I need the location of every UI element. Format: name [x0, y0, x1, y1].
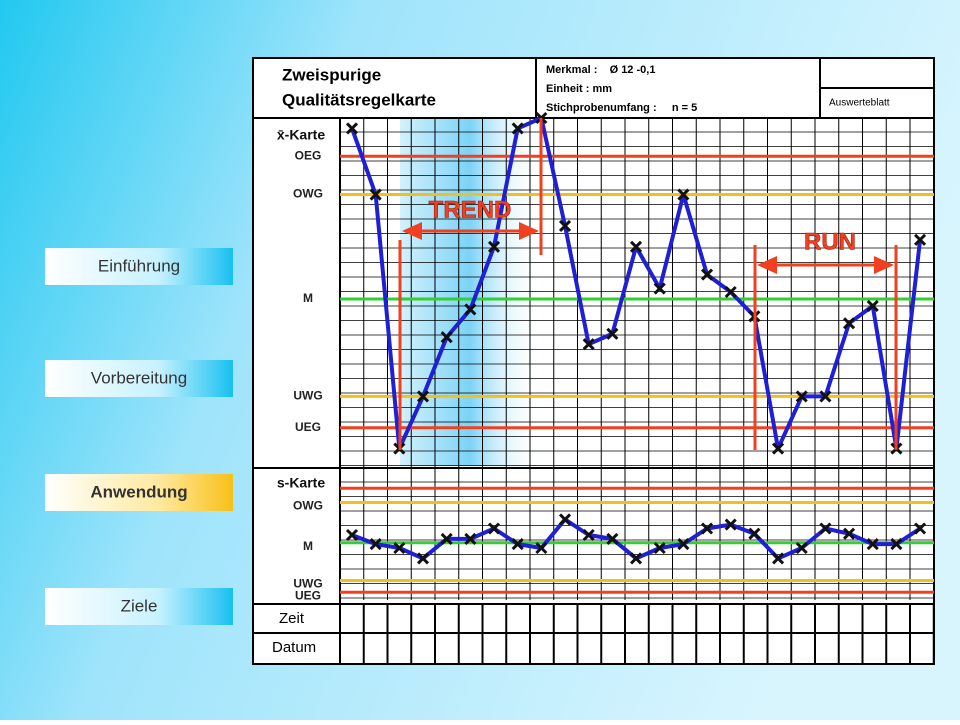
point — [345, 122, 359, 135]
point — [511, 122, 524, 135]
point — [795, 541, 808, 555]
form — [252, 57, 935, 665]
nav-button-bg — [45, 588, 233, 625]
point — [748, 527, 761, 540]
arrow-head — [402, 222, 422, 240]
point — [653, 541, 666, 555]
limit-label: OEG — [295, 148, 322, 162]
point — [511, 538, 524, 551]
point — [487, 522, 501, 535]
nav-button-bg — [45, 474, 233, 511]
nav-label: Anwendung — [90, 482, 187, 501]
limit-label: UWG — [293, 389, 322, 403]
point — [677, 538, 690, 551]
point — [464, 532, 477, 545]
sheet: Auswerteblatt — [829, 98, 890, 109]
nav-label: Einführung — [98, 256, 180, 275]
point — [677, 188, 690, 201]
annotation: RUN — [804, 228, 856, 255]
annotation: TREND — [429, 196, 512, 223]
point — [866, 538, 879, 551]
row-label: Zeit — [279, 610, 305, 627]
nav-button[interactable]: Einführung — [45, 248, 233, 285]
point — [464, 303, 477, 316]
point — [369, 188, 382, 201]
point — [843, 527, 856, 540]
point — [866, 299, 879, 312]
point — [416, 390, 430, 403]
point — [914, 522, 927, 535]
point — [843, 317, 856, 330]
title-line: Zweispurige — [282, 65, 381, 84]
header: Zweispurige Qualitätsregelkarte Merkmal … — [253, 58, 934, 664]
point — [369, 538, 382, 551]
point — [629, 552, 643, 565]
point — [819, 522, 832, 535]
point — [914, 233, 927, 246]
point — [487, 240, 501, 253]
plot: x̄-KarteOEGOWGMUWGUEGTRENDRUNs-KarteOWGM… — [277, 111, 934, 602]
point — [606, 532, 619, 545]
nav-label: Ziele — [121, 596, 158, 615]
point — [724, 285, 737, 299]
nav-button-bg — [45, 360, 233, 397]
nav-button-bg — [45, 248, 233, 285]
arrow-head — [757, 256, 777, 274]
point — [606, 327, 619, 340]
point — [582, 338, 595, 351]
point — [345, 528, 359, 542]
point — [890, 538, 903, 551]
point — [771, 442, 785, 455]
row-label: Datum — [272, 639, 316, 656]
point — [393, 541, 406, 555]
point — [535, 541, 548, 555]
limit-label: UWG — [293, 577, 322, 591]
point — [416, 552, 430, 565]
nav: Einführung Vorbereitung Anwendung Ziele — [45, 248, 233, 625]
point — [653, 282, 666, 295]
point — [629, 240, 643, 253]
limit-label: M — [303, 539, 313, 553]
point — [558, 219, 572, 232]
limit-label: UEG — [295, 588, 321, 602]
limit-label: OWG — [293, 499, 323, 513]
grid — [340, 118, 935, 664]
arrow-head — [874, 256, 894, 274]
point — [700, 268, 714, 281]
trend-highlight — [400, 118, 540, 466]
title-line: Qualitätsregelkarte — [282, 90, 436, 109]
point — [771, 552, 785, 565]
chart-title: s-Karte — [277, 475, 325, 491]
limit-label: M — [303, 291, 313, 305]
point — [582, 528, 595, 542]
limit-label: OWG — [293, 187, 323, 201]
point — [440, 532, 453, 545]
info: Merkmal : Ø 12 -0,1 — [546, 64, 655, 76]
nav-label: Vorbereitung — [91, 368, 187, 387]
point — [819, 390, 832, 403]
info: Stichprobenumfang : n = 5 — [546, 102, 697, 114]
point — [724, 518, 737, 531]
point — [558, 513, 572, 526]
limit-label: UEG — [295, 420, 321, 434]
nav-button[interactable]: Ziele — [45, 588, 233, 625]
point — [440, 331, 453, 344]
nav-button[interactable]: Anwendung — [45, 474, 233, 511]
point — [700, 522, 714, 535]
chart-title: x̄-Karte — [277, 127, 325, 143]
info: Einheit : mm — [546, 83, 612, 95]
nav-button[interactable]: Vorbereitung — [45, 360, 233, 397]
point — [795, 390, 808, 403]
arrow-head — [519, 222, 539, 240]
